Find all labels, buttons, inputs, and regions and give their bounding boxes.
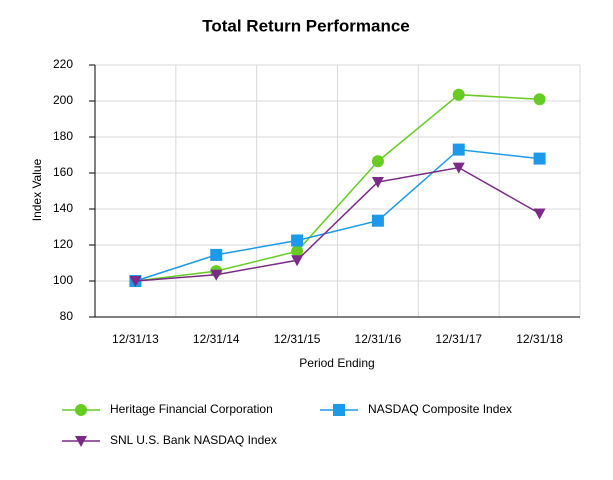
series-line — [135, 93, 540, 282]
x-tick-label: 12/31/18 — [516, 332, 563, 346]
x-tick-label: 12/31/17 — [435, 332, 482, 346]
marker — [371, 177, 384, 188]
x-axis-label: Period Ending — [299, 356, 374, 370]
marker — [291, 234, 304, 247]
y-tick-label: 120 — [53, 237, 73, 251]
x-tick-label: 12/31/15 — [274, 332, 321, 346]
marker — [371, 155, 384, 168]
x-tick-label: 12/31/14 — [193, 332, 240, 346]
marker — [371, 214, 384, 227]
legend-label: SNL U.S. Bank NASDAQ Index — [110, 433, 277, 447]
series-line — [135, 148, 540, 282]
y-tick-label: 80 — [60, 309, 74, 323]
series-line — [135, 166, 540, 282]
y-tick-label: 140 — [53, 201, 73, 215]
marker — [129, 276, 142, 287]
y-tick-label: 180 — [53, 129, 73, 143]
y-tick-label: 160 — [53, 165, 73, 179]
y-axis-label: Index Value — [30, 158, 44, 221]
marker — [452, 143, 465, 156]
y-tick-label: 220 — [53, 57, 73, 71]
marker — [533, 93, 546, 106]
legend-label: NASDAQ Composite Index — [368, 402, 512, 416]
marker — [452, 162, 465, 174]
chart-title: Total Return Performance — [202, 16, 410, 35]
marker — [333, 404, 345, 416]
marker — [210, 248, 223, 261]
y-tick-label: 200 — [53, 93, 73, 107]
x-tick-label: 12/31/13 — [112, 332, 159, 346]
x-tick-label: 12/31/16 — [355, 332, 402, 346]
legend-label: Heritage Financial Corporation — [110, 402, 273, 416]
marker — [533, 152, 546, 165]
marker — [452, 88, 465, 101]
marker — [75, 436, 87, 447]
marker — [210, 269, 223, 281]
marker — [291, 255, 304, 267]
marker — [533, 208, 546, 220]
marker — [75, 404, 87, 416]
marker — [291, 245, 304, 258]
y-tick-label: 100 — [53, 273, 73, 287]
